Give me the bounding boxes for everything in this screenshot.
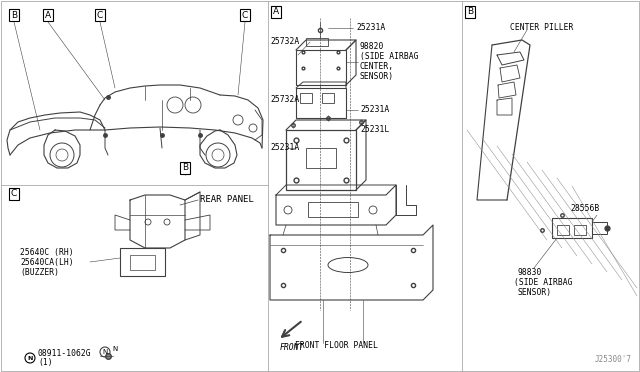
Bar bbox=[592, 222, 607, 234]
Text: 25231A: 25231A bbox=[356, 23, 385, 32]
Bar bbox=[306, 38, 328, 46]
Text: (SIDE AIRBAG: (SIDE AIRBAG bbox=[514, 278, 573, 287]
Text: 25732A: 25732A bbox=[270, 38, 300, 46]
Text: C: C bbox=[11, 189, 17, 199]
Text: J25300'7: J25300'7 bbox=[595, 355, 632, 364]
Text: 25231A: 25231A bbox=[270, 144, 300, 153]
Text: A: A bbox=[273, 7, 279, 16]
Text: (1): (1) bbox=[38, 357, 52, 366]
Text: FRONT: FRONT bbox=[280, 343, 305, 353]
Text: C: C bbox=[242, 10, 248, 19]
Bar bbox=[306, 148, 336, 168]
Text: 28556B: 28556B bbox=[570, 204, 599, 213]
Text: N: N bbox=[28, 356, 33, 360]
Bar bbox=[300, 93, 312, 103]
Text: 98830: 98830 bbox=[517, 268, 541, 277]
Text: N: N bbox=[113, 346, 118, 352]
Text: (BUZZER): (BUZZER) bbox=[20, 268, 59, 277]
Text: 25732A: 25732A bbox=[270, 96, 300, 105]
Text: SENSOR): SENSOR) bbox=[517, 288, 551, 297]
Bar bbox=[120, 248, 165, 276]
Text: B: B bbox=[182, 164, 188, 173]
Text: 98820: 98820 bbox=[360, 42, 385, 51]
Bar bbox=[308, 202, 358, 217]
Text: 08911-1062G: 08911-1062G bbox=[38, 350, 92, 359]
Text: C: C bbox=[97, 10, 103, 19]
Bar bbox=[557, 225, 569, 235]
Bar bbox=[130, 255, 155, 270]
Text: CENTER PILLER: CENTER PILLER bbox=[510, 23, 573, 32]
Text: 25231L: 25231L bbox=[360, 125, 389, 135]
Bar bbox=[296, 50, 346, 85]
Bar bbox=[552, 218, 592, 238]
Text: FRONT FLOOR PANEL: FRONT FLOOR PANEL bbox=[294, 340, 378, 350]
Bar bbox=[574, 225, 586, 235]
Bar bbox=[286, 130, 356, 190]
Text: 25231A: 25231A bbox=[360, 106, 389, 115]
Text: N: N bbox=[102, 349, 108, 355]
Bar bbox=[322, 93, 334, 103]
Text: B: B bbox=[467, 7, 473, 16]
Text: SENSOR): SENSOR) bbox=[360, 72, 394, 81]
Text: REAR PANEL: REAR PANEL bbox=[200, 196, 253, 205]
Text: A: A bbox=[45, 10, 51, 19]
Text: (SIDE AIRBAG: (SIDE AIRBAG bbox=[360, 52, 419, 61]
Text: 25640CA(LH): 25640CA(LH) bbox=[20, 258, 74, 267]
Text: 25640C (RH): 25640C (RH) bbox=[20, 248, 74, 257]
Text: B: B bbox=[11, 10, 17, 19]
Text: CENTER,: CENTER, bbox=[360, 62, 394, 71]
Bar bbox=[296, 88, 346, 118]
